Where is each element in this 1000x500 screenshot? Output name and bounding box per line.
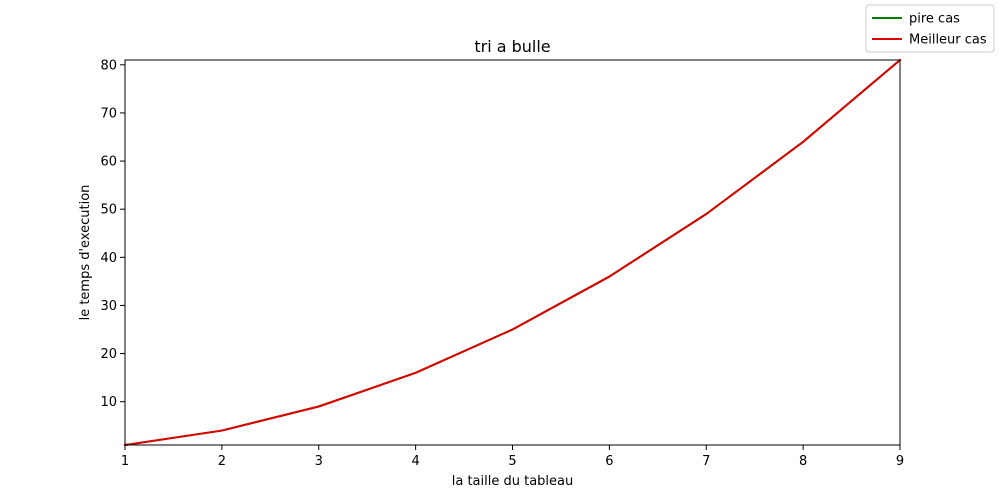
x-tick-label: 4 — [411, 454, 419, 469]
legend-frame — [865, 4, 995, 53]
x-tick-label: 7 — [702, 454, 710, 469]
x-tick-label: 1 — [121, 454, 129, 469]
x-tick-label: 2 — [218, 454, 226, 469]
x-tick-label: 9 — [896, 454, 904, 469]
legend: pire cas Meilleur cas — [865, 4, 995, 53]
y-tick-label: 60 — [100, 155, 117, 170]
y-tick-label: 20 — [100, 347, 117, 362]
y-tick-label: 50 — [100, 203, 117, 218]
chart-title: tri a bulle — [474, 37, 550, 56]
x-tick-label: 5 — [508, 454, 516, 469]
plot-frame — [124, 59, 901, 446]
series-line-0 — [123, 58, 902, 447]
y-axis-ticks: 10 20 30 40 50 60 70 80 — [100, 58, 125, 410]
x-axis-label: la taille du tableau — [452, 474, 574, 489]
legend-items: pire cas Meilleur cas — [872, 12, 987, 48]
series-layer — [123, 58, 902, 447]
x-tick-label: 8 — [799, 454, 807, 469]
y-tick-label: 70 — [100, 106, 117, 121]
y-tick-label: 40 — [100, 251, 117, 266]
y-tick-label: 80 — [100, 58, 117, 73]
legend-label-1: Meilleur cas — [909, 33, 987, 48]
series-line-1 — [123, 58, 902, 447]
x-tick-label: 3 — [315, 454, 323, 469]
y-axis-label: le temps d'execution — [78, 185, 93, 321]
x-tick-label: 6 — [605, 454, 613, 469]
y-tick-label: 10 — [100, 395, 117, 410]
y-tick-label: 30 — [100, 299, 117, 314]
legend-label-0: pire cas — [909, 12, 960, 27]
x-axis-ticks: 1 2 3 4 5 6 7 8 9 — [121, 445, 904, 469]
